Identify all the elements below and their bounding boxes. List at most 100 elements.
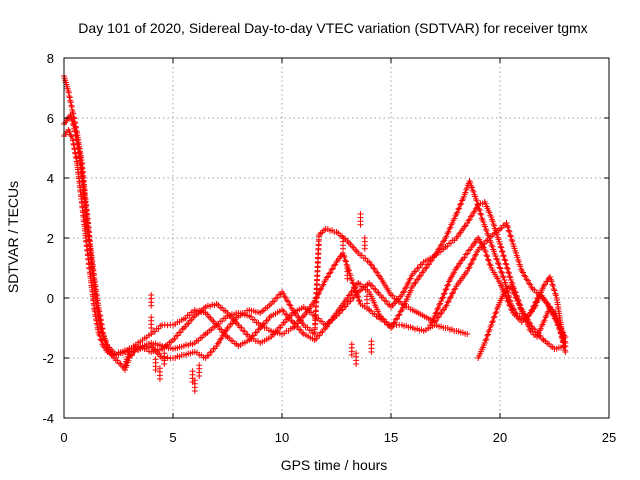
data-point [411, 280, 418, 287]
data-point [471, 208, 478, 215]
data-point [451, 286, 458, 293]
data-point [515, 258, 522, 265]
data-point [99, 332, 106, 339]
data-point [396, 311, 403, 318]
data-point [478, 211, 485, 218]
data-point [488, 322, 495, 328]
data-point [486, 261, 493, 268]
data-point [392, 316, 399, 323]
data-point [483, 227, 490, 234]
data-point [447, 224, 454, 231]
data-point [329, 316, 336, 323]
data-point [449, 290, 455, 297]
data-point [530, 303, 537, 310]
data-point [485, 331, 491, 338]
data-point [241, 328, 248, 335]
data-point [500, 252, 507, 259]
data-point [375, 272, 382, 279]
data-point [406, 276, 413, 283]
data-point [509, 307, 516, 314]
data-point [436, 301, 443, 308]
data-point [498, 248, 505, 254]
data-point [524, 277, 531, 284]
data-point [355, 297, 362, 304]
data-point [99, 329, 105, 336]
data-point [287, 302, 294, 309]
data-point [475, 202, 482, 209]
series-track-6 [475, 283, 569, 361]
data-point [361, 245, 368, 252]
data-point [438, 298, 445, 304]
data-point [522, 273, 529, 280]
data-point [540, 283, 547, 289]
data-point [502, 260, 509, 267]
data-point [464, 331, 471, 337]
data-point [319, 282, 326, 289]
data-point [418, 272, 424, 279]
data-point [521, 272, 528, 279]
y-tick-label: -2 [42, 351, 54, 366]
data-point [525, 323, 532, 330]
data-point [328, 317, 334, 323]
data-point [456, 205, 463, 212]
data-point [283, 297, 290, 304]
data-point [458, 227, 465, 234]
data-point [391, 319, 398, 326]
data-point [325, 273, 331, 280]
data-point [189, 368, 196, 375]
x-axis-label: GPS time / hours [281, 457, 388, 473]
data-point [479, 243, 486, 250]
data-point [553, 292, 559, 299]
data-point [522, 317, 529, 324]
y-tick-label: 0 [47, 291, 54, 306]
data-point [342, 257, 349, 264]
data-point [508, 236, 515, 243]
data-point [403, 284, 410, 290]
data-point [498, 283, 505, 290]
data-point [443, 302, 450, 309]
data-point [469, 257, 476, 263]
data-point [68, 116, 75, 123]
data-point [444, 299, 451, 306]
data-point [443, 233, 450, 240]
data-point [342, 258, 349, 265]
data-point [412, 279, 419, 286]
data-point [434, 306, 441, 313]
grid [64, 58, 609, 418]
data-point [371, 266, 378, 272]
data-point [341, 254, 348, 260]
data-point [326, 319, 333, 326]
data-point [500, 274, 507, 281]
data-point [350, 280, 357, 287]
data-point [506, 294, 513, 300]
data-point [451, 215, 458, 222]
data-point [196, 362, 203, 369]
data-point [548, 306, 555, 313]
data-point [102, 338, 109, 345]
data-point [542, 314, 549, 321]
data-point [458, 200, 465, 207]
data-point [398, 292, 405, 298]
data-point [328, 266, 335, 273]
data-point [403, 296, 410, 303]
data-point [67, 132, 74, 138]
data-point [506, 270, 512, 277]
data-point [331, 262, 338, 269]
data-point [397, 308, 404, 315]
data-point [431, 313, 438, 319]
data-point [505, 298, 512, 305]
data-point [353, 350, 360, 357]
data-point [527, 281, 534, 288]
data-point [454, 209, 461, 216]
data-point [491, 248, 497, 255]
data-point [529, 306, 536, 313]
data-point [464, 250, 471, 257]
data-point [476, 207, 483, 214]
data-point [428, 257, 435, 264]
y-tick-label: 8 [47, 51, 54, 66]
data-point [506, 302, 513, 308]
x-tick-label: 25 [602, 430, 616, 445]
data-point [449, 220, 456, 226]
data-point [533, 298, 540, 305]
data-point [424, 261, 431, 268]
